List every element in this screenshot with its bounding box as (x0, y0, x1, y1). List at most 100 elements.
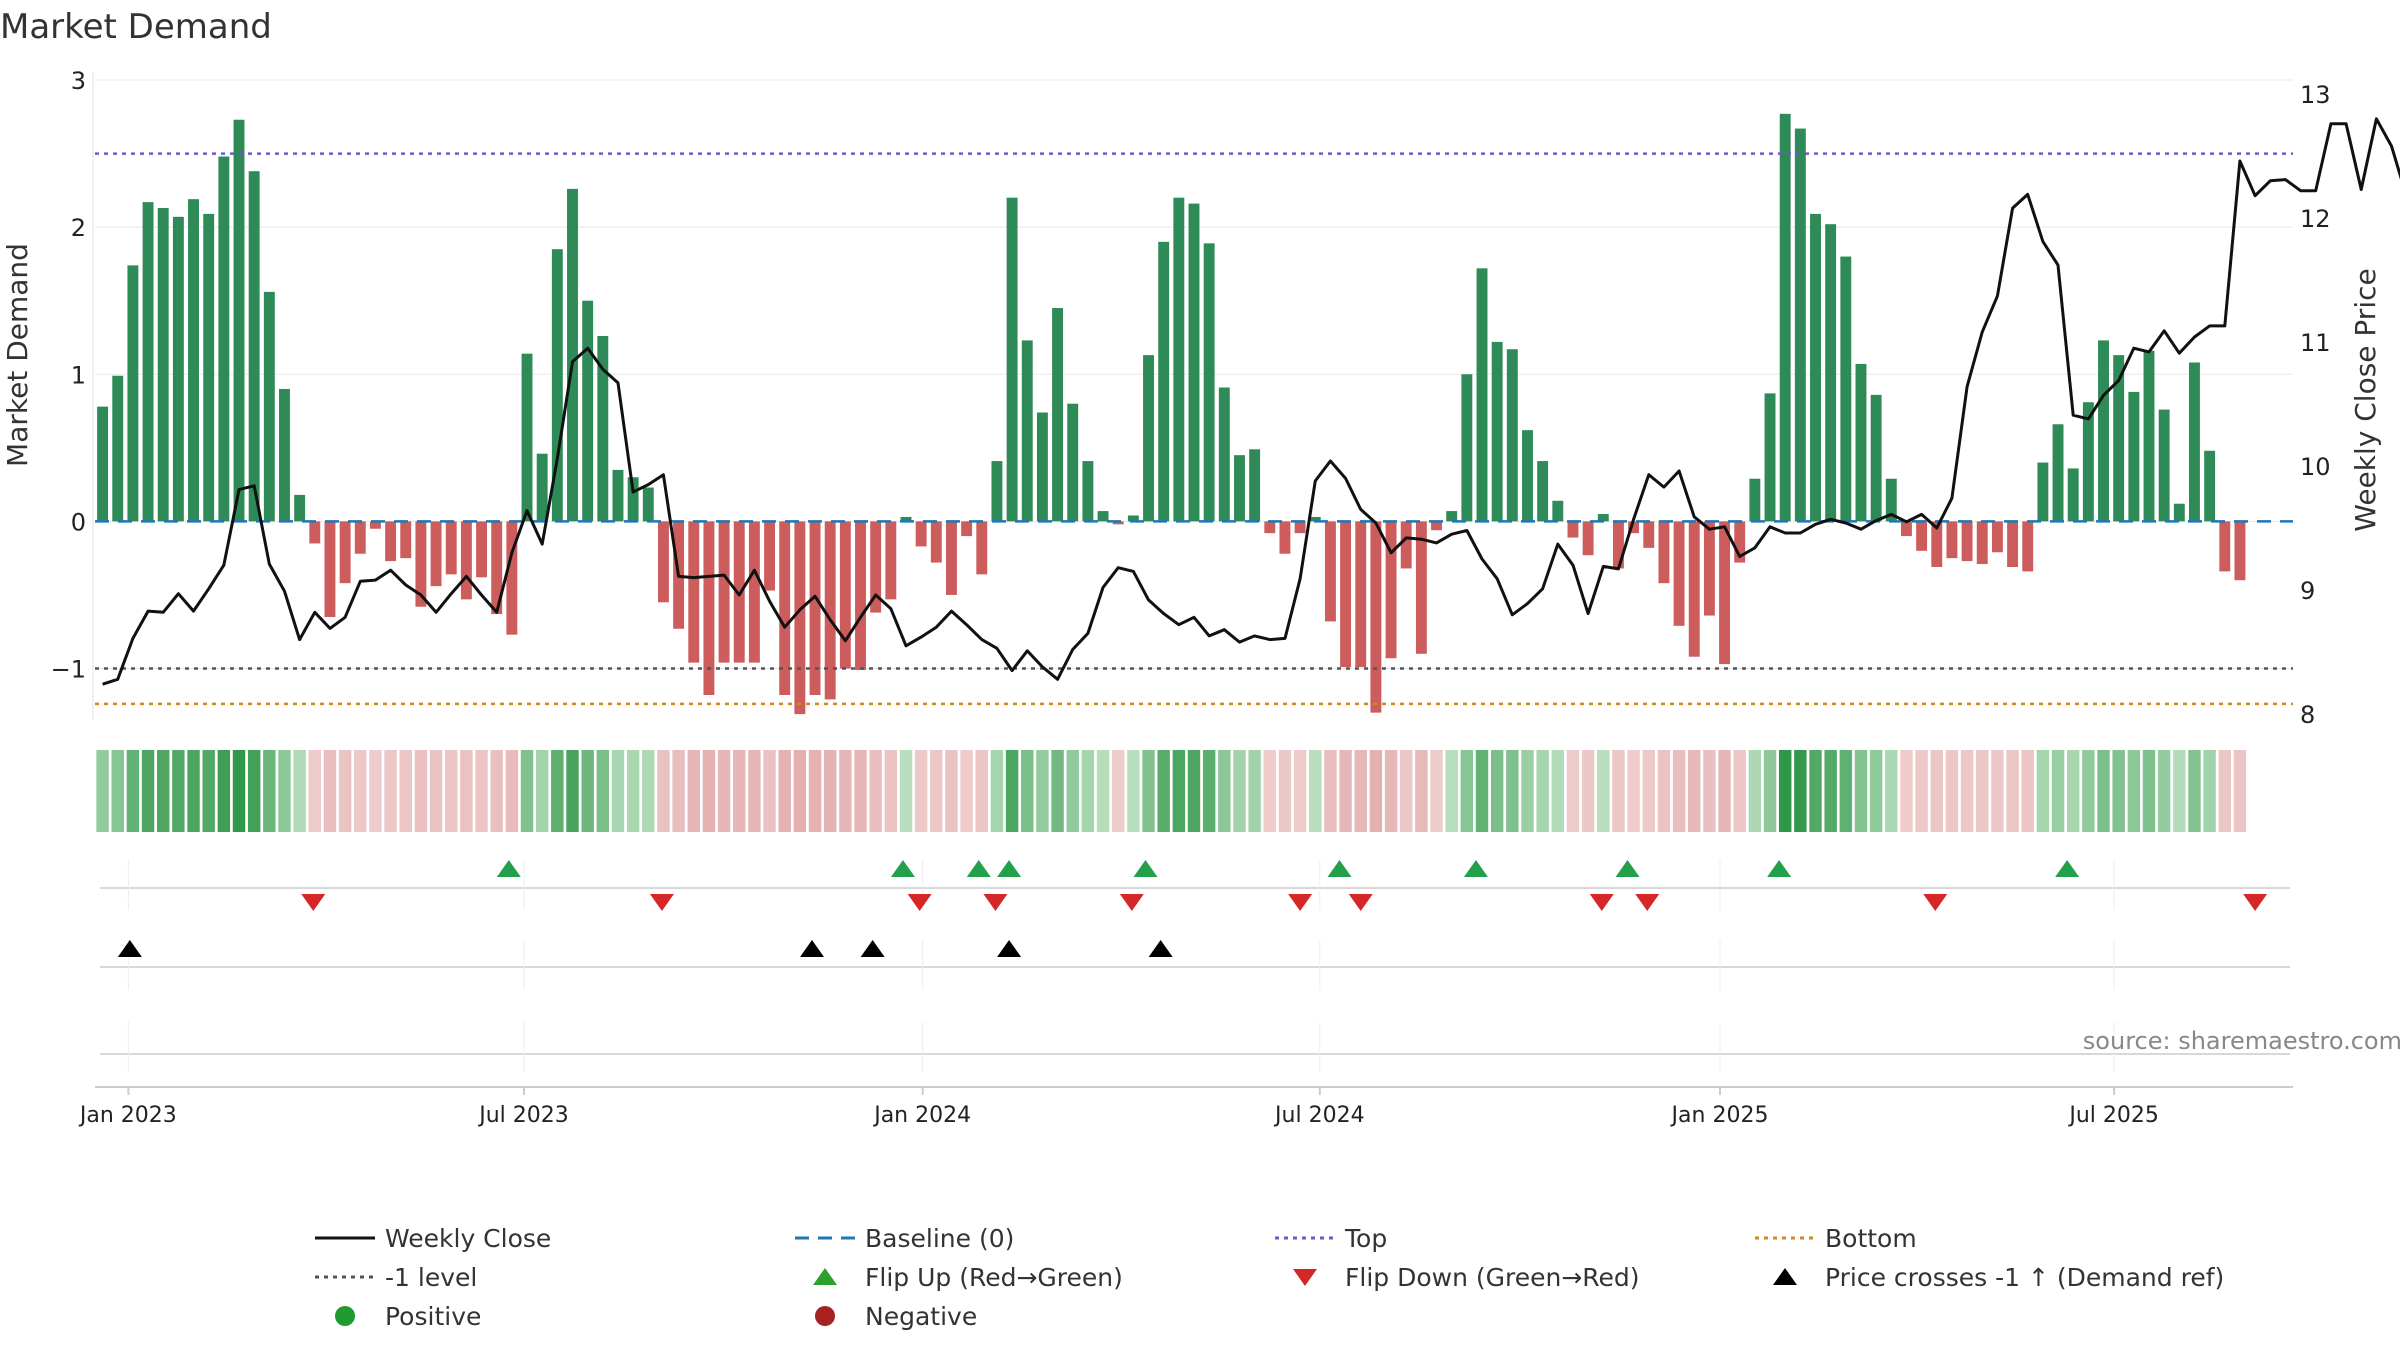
legend: Weekly Close Baseline (0) Top Bottom -1 leve… (315, 1224, 2224, 1331)
positive-demand-bar (2067, 468, 2079, 522)
negative-demand-bar (1673, 521, 1685, 626)
positive-demand-bar (1491, 341, 1503, 522)
negative-demand-bar (1688, 521, 1700, 657)
negative-demand-bar (1931, 521, 1943, 567)
heat-cell (581, 750, 594, 832)
heat-cell (1536, 750, 1549, 832)
negative-demand-bar (476, 521, 487, 578)
negative-demand-bar (460, 521, 472, 600)
heat-cell (2112, 750, 2125, 832)
heat-cell (854, 750, 867, 832)
flip-down-marker (907, 894, 932, 911)
positive-demand-bar (2037, 462, 2049, 522)
positive-demand-bar (1537, 461, 1549, 522)
flip-down-marker (1635, 894, 1660, 911)
heat-cell (1521, 750, 1534, 832)
legend-swatch-dot-marker (335, 1306, 355, 1326)
negative-demand-bar (733, 521, 745, 663)
positive-demand-bar (2204, 450, 2216, 522)
negative-demand-bar (1643, 521, 1655, 548)
negative-demand-bar (1279, 521, 1291, 554)
x-tick-label: Jul 2023 (477, 1103, 569, 1128)
positive-demand-bar (1082, 461, 1094, 522)
negative-demand-bar (506, 521, 518, 635)
positive-demand-bar (279, 388, 290, 522)
heat-cell (642, 750, 655, 832)
positive-demand-bar (2098, 340, 2109, 522)
y-axis-label: Market Demand (1, 243, 34, 467)
positive-demand-bar (97, 406, 109, 522)
heat-cell (1748, 750, 1762, 832)
heat-cell (2173, 750, 2186, 832)
positive-demand-bar (582, 300, 594, 522)
y2-axis-label: Weekly Close Price (2349, 268, 2382, 531)
heat-cell (475, 750, 488, 832)
positive-demand-bar (1173, 197, 1185, 522)
heat-cell (2188, 750, 2201, 832)
negative-demand-bar (1340, 521, 1352, 668)
y2-tick-label: 12 (2300, 205, 2331, 233)
heat-cell (899, 750, 913, 832)
heat-cell (141, 750, 155, 832)
heat-cell (1688, 750, 1701, 832)
price-cross-marker (117, 940, 142, 957)
positive-demand-bar (1203, 243, 1215, 522)
positive-demand-bar (1036, 412, 1048, 522)
flip-up-marker (966, 860, 991, 877)
heat-cell (1036, 750, 1049, 832)
heat-cell (354, 750, 367, 832)
legend-item: Negative (815, 1302, 977, 1331)
heat-cell (172, 750, 185, 832)
flip-down-marker (1119, 894, 1144, 911)
heat-cell (1051, 750, 1064, 832)
heat-cell (717, 750, 731, 832)
positive-demand-bar (627, 477, 639, 522)
y2-tick-label: 10 (2300, 453, 2331, 481)
flip-up-marker (1463, 860, 1488, 877)
heat-cell (657, 750, 670, 832)
heat-cell (1976, 750, 1989, 832)
positive-demand-bar (1218, 387, 1230, 522)
price-cross-marker (800, 940, 825, 957)
heat-cell (126, 750, 140, 832)
heat-cell (1733, 750, 1746, 832)
positive-demand-bar (1506, 349, 1518, 522)
heat-cell (1718, 750, 1731, 832)
positive-demand-bar (294, 494, 306, 522)
reference-lines (95, 152, 2293, 706)
positive-demand-bar (203, 213, 215, 522)
negative-demand-bar (764, 521, 776, 591)
heat-cell (247, 750, 261, 832)
heat-cell (1960, 750, 1974, 832)
legend-label: Negative (865, 1302, 977, 1331)
negative-demand-bar (2007, 521, 2019, 567)
negative-demand-bar (369, 521, 381, 529)
x-axis: Jan 2023 Jul 2023 Jan 2024 Jul 2024 Jan 2025… (78, 1086, 2293, 1128)
legend-item: Flip Down (Green→Red) (1293, 1263, 1640, 1292)
heat-cell (551, 750, 564, 832)
positive-demand-bar (2143, 350, 2155, 522)
heat-cell (748, 750, 761, 832)
positive-demand-bar (1749, 478, 1761, 522)
flip-up-marker (1327, 860, 1352, 877)
positive-demand-bar (597, 336, 609, 522)
heat-cell (1218, 750, 1231, 832)
negative-demand-bar (885, 521, 897, 600)
flip-down-marker (649, 894, 674, 911)
heat-cell (1127, 750, 1140, 832)
heat-cell (1460, 750, 1474, 832)
heat-cell (1824, 750, 1837, 832)
positive-demand-bar (233, 119, 245, 522)
x-tick-label: Jul 2025 (2067, 1103, 2159, 1128)
flip-up-marker (1133, 860, 1158, 877)
positive-demand-bar (551, 249, 563, 522)
flip-up-marker (2055, 860, 2080, 877)
legend-item: Baseline (0) (795, 1224, 1014, 1253)
heat-cell (1278, 750, 1292, 832)
positive-demand-bar (1021, 340, 1033, 522)
legend-item: Bottom (1755, 1224, 1917, 1253)
positive-demand-bar (1249, 449, 1261, 522)
heat-cell (187, 750, 200, 832)
positive-demand-bar (1597, 514, 1609, 522)
